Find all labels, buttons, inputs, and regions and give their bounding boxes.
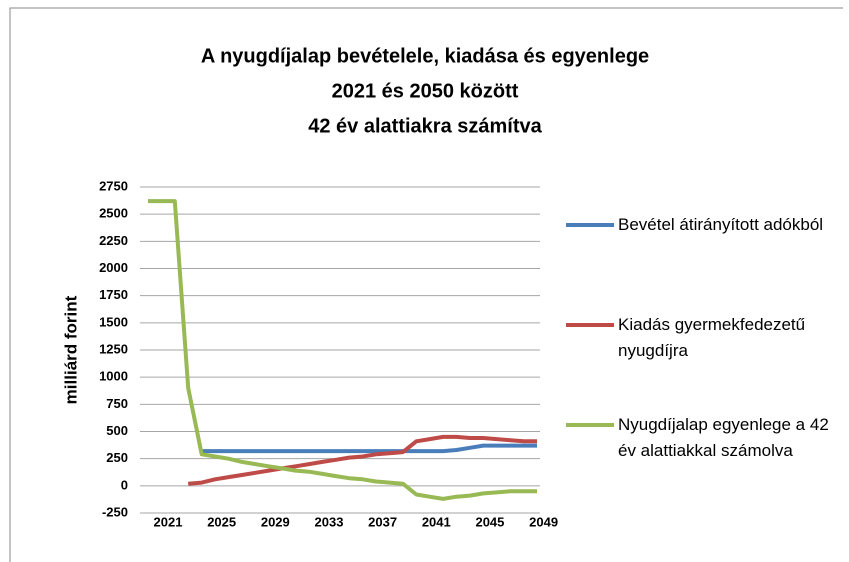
y-tick-label: 1000 [99,369,128,384]
legend-label: Bevétel átirányított adókból [618,215,824,234]
y-tick-label: 500 [106,423,128,438]
x-tick-label: 2045 [475,514,504,529]
y-tick-label: 0 [121,477,128,492]
chart-title: A nyugdíjalap bevételele, kiadása és egy… [201,45,649,67]
legend-swatch [566,323,614,327]
legend-item: Nyugdíjalap egyenlege a 42 év alattiakka… [566,412,833,464]
x-tick-label: 2025 [207,514,236,529]
y-tick-label: 250 [106,450,128,465]
x-tick-label: 2021 [154,514,183,529]
y-tick-label: 2000 [99,260,128,275]
x-tick-label: 2029 [261,514,290,529]
y-tick-label: 2750 [99,178,128,193]
y-tick-label: 1250 [99,341,128,356]
series-line [201,443,537,454]
legend-item: Bevétel átirányított adókból [566,212,833,238]
y-tick-label: 1500 [99,314,128,329]
y-tick-label: 1750 [99,287,128,302]
chart-title: 42 év alattiakra számítva [308,115,542,137]
y-axis-label: milliárd forint [61,295,80,404]
legend-item: Kiadás gyermekfedezetű nyugdíjra [566,312,833,364]
x-tick-label: 2037 [368,514,397,529]
y-tick-label: 750 [106,396,128,411]
chart-title: 2021 és 2050 között [332,80,519,102]
legend-label: Nyugdíjalap egyenlege a 42 év alattiakka… [618,415,829,460]
series-line [188,434,537,486]
y-tick-label: 2250 [99,233,128,248]
frame [9,7,843,562]
x-tick-label: 2049 [529,514,558,529]
y-tick-label: 2500 [99,206,128,221]
legend-label: Kiadás gyermekfedezetű nyugdíjra [618,315,806,360]
series-line [148,199,537,501]
legend-swatch [566,223,614,227]
legend-swatch [566,423,614,427]
x-tick-label: 2041 [422,514,451,529]
x-tick-label: 2033 [315,514,344,529]
y-tick-label: -250 [102,504,128,519]
